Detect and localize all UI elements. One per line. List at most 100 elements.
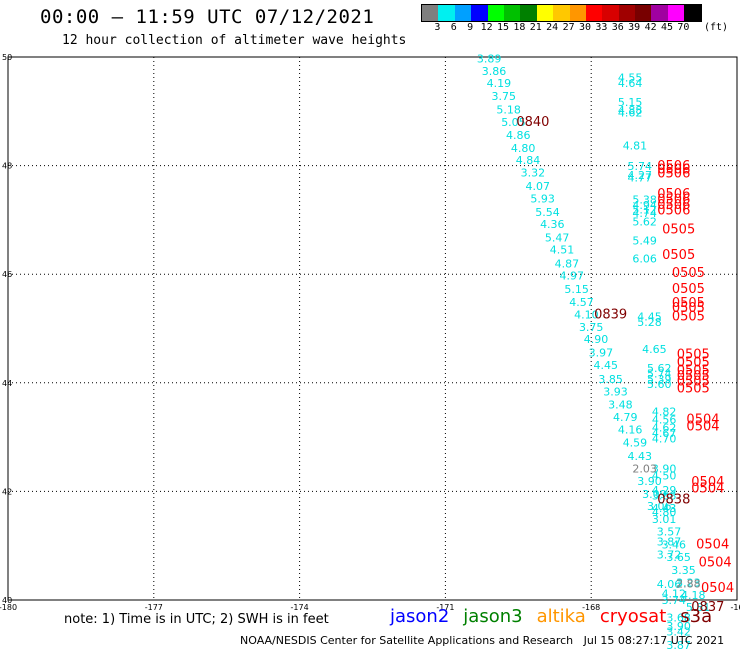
x-tick-label: -16 [730,603,740,612]
page-subtitle: 12 hour collection of altimeter wave hei… [62,33,407,48]
color-swatch [585,5,603,21]
x-tick-label: -180 [0,603,17,612]
wave-height-label: 3.23 [676,576,701,589]
color-scale-tick: 39 [628,22,641,33]
wave-height-label: 5.81 [686,601,711,614]
wave-height-label: 3.87 [666,639,691,650]
satellite-legend-item: cryosat [599,606,667,627]
color-swatch [651,5,668,21]
wave-height-label: 4.29 [652,484,677,497]
pass-time-label: 0506 [657,198,690,213]
wave-height-label: 3.93 [603,385,628,398]
color-swatch [422,5,439,21]
wave-height-label: 4.86 [506,129,531,142]
wave-height-label: 3.65 [666,551,691,564]
color-scale-tick: 30 [578,22,592,33]
wave-height-label: 4.51 [550,244,575,257]
y-tick-label: 46 [2,270,12,279]
wave-height-label: 4.36 [540,218,565,231]
wave-height-label: 4.56 [652,414,677,427]
x-tick-label: -177 [145,603,163,612]
color-swatch [667,5,685,21]
y-tick-label: 48 [2,162,12,171]
wave-height-label: 3.97 [589,347,614,360]
color-swatch [438,5,455,21]
wave-height-label: 4.90 [584,333,609,346]
pass-time-label: 0505 [662,248,695,263]
satellite-legend-item: altika [536,606,586,627]
color-scale-tick: 33 [595,22,608,33]
pass-time-label: 0505 [677,382,710,397]
pass-time-label: 0506 [657,159,690,174]
wave-height-label: 3.01 [652,513,677,526]
pass-time-label: 0840 [516,115,549,130]
wave-height-label: 4.88 [618,104,643,117]
color-scale-tick: 6 [450,22,457,33]
wave-height-label: 5.74 [647,367,672,380]
color-scale-tick: 36 [611,22,624,33]
wave-height-label: 4.82 [652,405,677,418]
wave-height-label: 4.77 [628,171,653,184]
wave-height-label: 5.39 [647,373,672,386]
wave-height-label: 4.43 [628,450,653,463]
color-scale-tick: 27 [562,22,575,33]
pass-time-label: 0505 [677,347,710,362]
color-swatch [520,5,537,21]
satellite-legend-item: jason2 [390,606,450,627]
pass-time-label: 0505 [672,266,705,281]
color-scale-tick: 70 [677,22,690,33]
pass-time-label: 0504 [699,555,732,570]
wave-height-label: 3.89 [477,52,502,65]
wave-height-label: 4.45 [594,359,619,372]
satellite-legend: jason2 jason3 altika cryosat s3a [390,606,726,627]
footnote: note: 1) Time is in UTC; 2) SWH is in fe… [64,612,329,627]
wave-height-label: 5.38 [632,194,657,207]
wave-height-label: 2.03 [632,462,657,475]
pass-time-label: 0505 [672,301,705,316]
wave-height-label: 3.86 [482,65,507,78]
satellite-legend-item: jason3 [463,606,523,627]
color-swatch [487,5,504,21]
wave-height-label: 5.54 [535,206,560,219]
pass-time-label: 0506 [657,163,690,178]
wave-height-label: 3.68 [666,612,691,625]
pass-time-label: 0505 [677,356,710,371]
credit-footer: NOAA/NESDIS Center for Satellite Applica… [240,634,725,647]
wave-height-label: 3.57 [657,525,682,538]
pass-time-label: 0838 [657,492,690,507]
wave-height-label: 4.57 [569,296,594,309]
color-scale-labels: 3 6 9 12 15 18 21 24 27 30 33 36 39 42 45 70 [421,22,740,36]
color-swatch [454,5,472,21]
color-swatch [471,5,488,21]
pass-time-label: 0505 [677,364,710,379]
wave-height-label: 3.42 [666,625,691,638]
wave-height-label: 2.88 [676,578,701,591]
color-swatch [569,5,586,21]
y-tick-label: 44 [2,379,12,388]
wave-height-label: 3.35 [671,564,696,577]
pass-time-label: 0505 [672,309,705,324]
wave-height-label: 4.07 [525,180,550,193]
wave-height-label: 4.87 [555,258,580,271]
wave-height-label: 4.12 [662,587,687,600]
wave-height-label: 4.43 [652,502,677,515]
wave-height-label: 3.06 [647,500,672,513]
wave-height-label: 5.05 [501,116,526,129]
color-scale-tick: 3 [434,22,441,33]
pass-time-label: 0504 [691,481,724,496]
wave-height-label: 5.62 [632,215,657,228]
wave-height-label: 4.45 [637,310,662,323]
wave-height-label: 3.75 [491,90,516,103]
pass-time-label: 0506 [657,203,690,218]
color-scale-tick: 12 [480,22,493,33]
color-swatch [553,5,570,21]
wave-height-label: 4.97 [560,270,585,283]
wave-height-label: 4.81 [623,139,648,152]
wave-height-label: 4.59 [623,436,648,449]
wave-height-label: 4.65 [642,343,667,356]
color-swatch [635,5,652,21]
pass-time-label: 0505 [662,222,695,237]
y-tick-label: 42 [2,487,12,496]
wave-height-label: 4.06 [657,578,682,591]
